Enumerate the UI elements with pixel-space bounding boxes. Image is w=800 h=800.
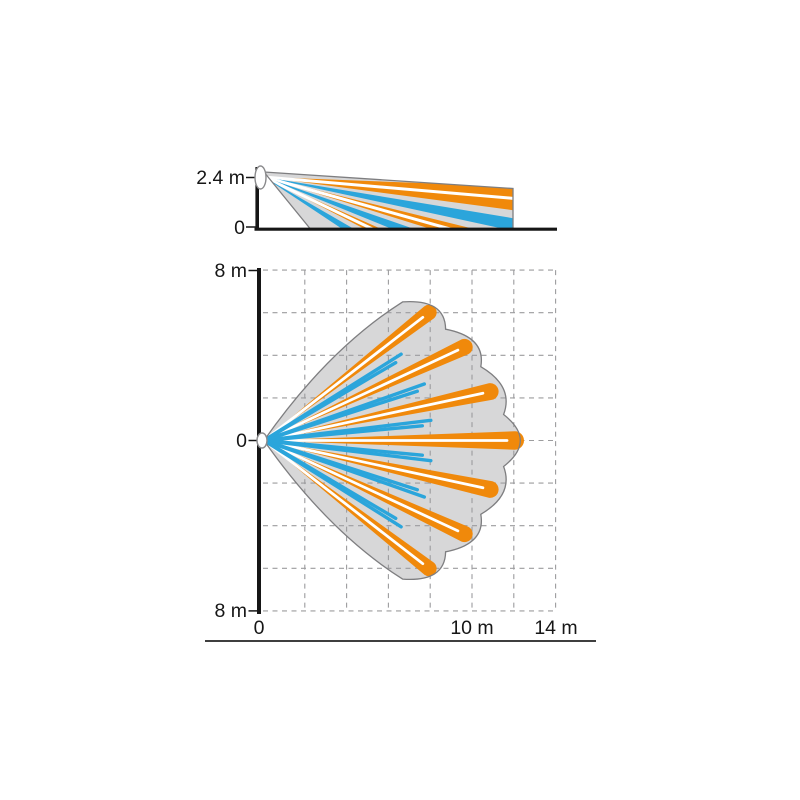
top-beam-stripe <box>262 391 485 442</box>
side-beam-orange <box>264 177 513 229</box>
top-beams <box>262 304 524 577</box>
top-y-mid-label: 0 <box>236 430 247 452</box>
top-fan-outline <box>263 300 521 581</box>
top-y-top-label: 8 m <box>214 260 247 282</box>
side-height-label: 2.4 m <box>196 167 245 189</box>
top-sensor-icon <box>256 432 268 449</box>
top-view <box>205 268 596 642</box>
side-beam-stripe <box>264 175 513 229</box>
top-y-bottom-label: 8 m <box>214 600 247 622</box>
top-beam-stripe <box>262 439 485 490</box>
side-view <box>246 165 557 231</box>
top-x-10m-label: 10 m <box>450 617 493 639</box>
side-sensor-icon <box>254 165 267 190</box>
side-beam-stripe <box>264 175 513 229</box>
top-beam-stripe <box>262 315 425 442</box>
top-beam-stripe <box>262 439 460 533</box>
top-beam-stripe <box>262 348 460 442</box>
top-beam-blue <box>262 438 419 492</box>
top-x-origin-label: 0 <box>254 617 265 639</box>
top-beam-blue <box>262 438 424 457</box>
side-beam-stripe <box>264 175 513 215</box>
top-beam-blue <box>262 389 419 443</box>
side-beams <box>264 175 513 229</box>
top-beam-blue <box>262 424 424 443</box>
top-beam-blue <box>262 438 398 521</box>
top-beam-stripe <box>262 439 425 566</box>
side-beam-blue <box>264 177 513 229</box>
side-beam-orange <box>264 177 513 229</box>
side-beam-orange <box>264 177 513 229</box>
side-ground-label: 0 <box>234 217 245 239</box>
top-beam-orange <box>264 440 499 498</box>
top-x-14m-label: 14 m <box>534 617 577 639</box>
side-beam-blue <box>264 177 513 229</box>
top-beam-blue <box>262 360 398 443</box>
top-beam-orange <box>264 383 499 441</box>
